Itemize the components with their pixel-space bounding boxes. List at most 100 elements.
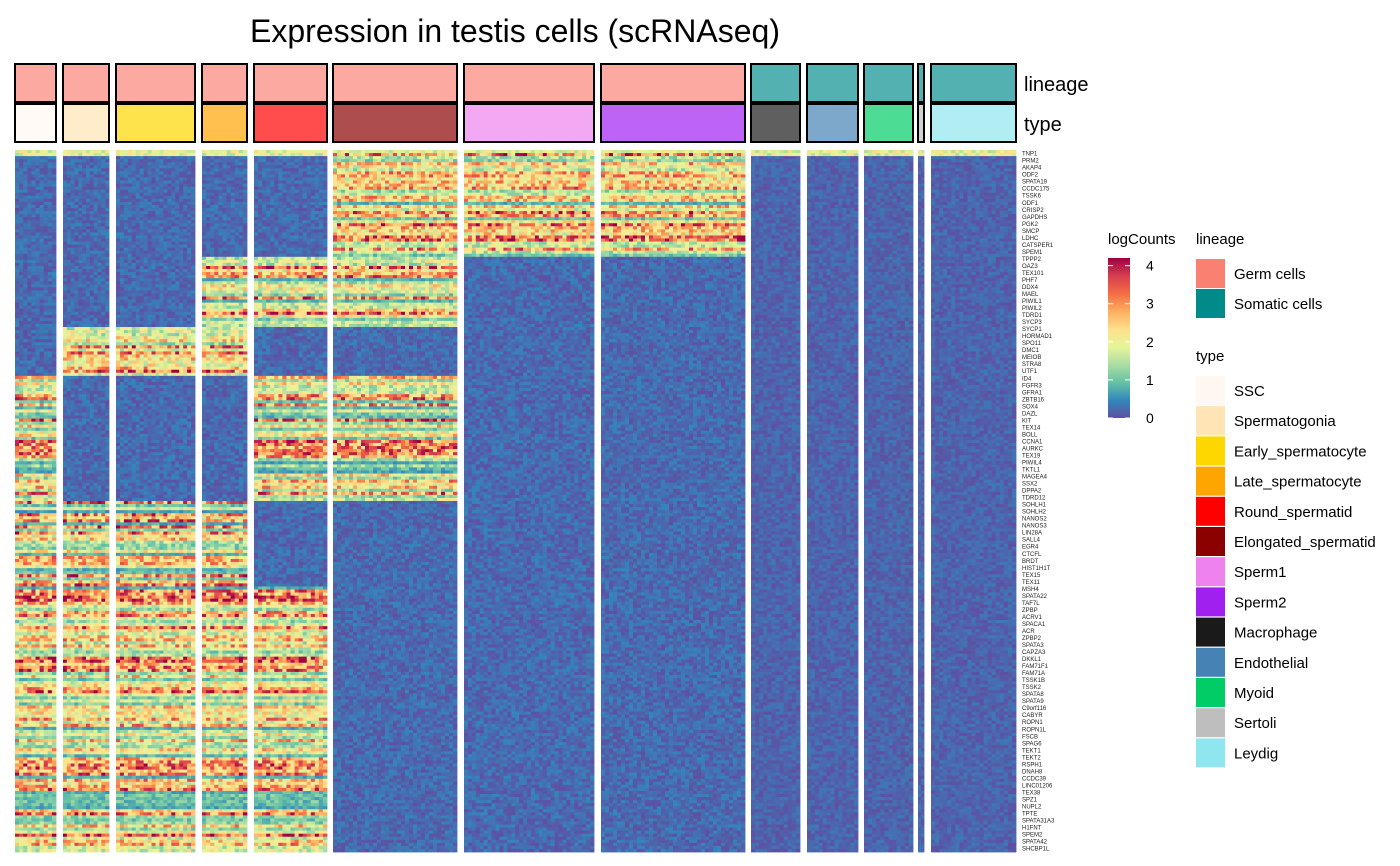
gene-label: EGR4 xyxy=(1022,545,1039,551)
gene-label: TEKT2 xyxy=(1022,755,1041,761)
gene-label: CTCFL xyxy=(1022,552,1042,558)
gene-label: SPATA3 xyxy=(1022,643,1044,649)
color-scale-tick: 0 xyxy=(1146,410,1154,426)
gene-label: BOLL xyxy=(1022,432,1038,438)
gene-label: TPPP2 xyxy=(1022,257,1042,263)
lineage-cell-myoid xyxy=(864,64,913,102)
type-legend-swatch xyxy=(1196,557,1225,586)
gene-label: LIN28A xyxy=(1022,531,1042,537)
heatmap-column-elongated_spermatid xyxy=(333,150,457,852)
gene-label: SMCP xyxy=(1022,229,1039,235)
chart-title: Expression in testis cells (scRNAseq) xyxy=(250,13,780,49)
lineage-legend: lineage Germ cells Somatic cells xyxy=(1196,231,1322,318)
gene-label: CRISP2 xyxy=(1022,208,1044,214)
gene-label: LDHC xyxy=(1022,236,1039,242)
gene-label: DAZL xyxy=(1022,411,1038,417)
gene-label: PGK2 xyxy=(1022,222,1039,228)
color-scale-bar xyxy=(1108,258,1130,418)
type-cell-spermatogonia xyxy=(63,104,109,142)
gene-label: NUPL2 xyxy=(1022,805,1042,811)
gene-label: FGFR3 xyxy=(1022,383,1042,389)
gene-label: UTF1 xyxy=(1022,369,1038,375)
type-annotation-label: type xyxy=(1024,114,1062,136)
gene-label: TEX11 xyxy=(1022,580,1041,586)
lineage-cell-endothelial xyxy=(807,64,858,102)
gene-label: SALL4 xyxy=(1022,538,1041,544)
lineage-legend-label: Somatic cells xyxy=(1234,296,1322,313)
gene-label: TDRD1 xyxy=(1022,313,1043,319)
heatmap-column-sperm2 xyxy=(601,150,745,852)
gene-label: TEX38 xyxy=(1022,790,1041,796)
gene-label: SPAG6 xyxy=(1022,741,1042,747)
gene-label: HORMAD1 xyxy=(1022,334,1053,340)
lineage-legend-title: lineage xyxy=(1196,231,1244,248)
heatmap-column-sperm1 xyxy=(464,150,594,852)
gene-label: SHCBP1L xyxy=(1022,847,1050,853)
gene-label: CCNA1 xyxy=(1022,439,1043,445)
gene-label: FAM71A xyxy=(1022,671,1045,677)
gene-label: ZPBP2 xyxy=(1022,636,1042,642)
gene-label: TPTE xyxy=(1022,812,1037,818)
type-cell-round_spermatid xyxy=(254,104,327,142)
type-legend-swatch xyxy=(1196,406,1225,435)
heatmap-column-leydig xyxy=(931,150,1016,852)
gene-label: KIT xyxy=(1022,418,1032,424)
gene-label: TEX101 xyxy=(1022,271,1044,277)
gene-label: TNP1 xyxy=(1022,152,1038,158)
gene-label: ODF1 xyxy=(1022,201,1039,207)
gene-label: TAF7L xyxy=(1022,601,1040,607)
type-legend-swatch xyxy=(1196,618,1225,647)
gene-label: ZPBP xyxy=(1022,608,1038,614)
gene-label: AKAP4 xyxy=(1022,166,1042,172)
gene-label: CCDC175 xyxy=(1022,187,1050,193)
gene-label: BRDT xyxy=(1022,559,1039,565)
type-legend-label: Leydig xyxy=(1234,745,1278,762)
heatmap-column-myoid xyxy=(864,150,913,852)
gene-label: SSX2 xyxy=(1022,482,1038,488)
gene-label: TKTL1 xyxy=(1022,468,1041,474)
gene-label: CABYR xyxy=(1022,713,1043,719)
type-annotation-bar xyxy=(15,104,1016,142)
heatmap-column-ssc xyxy=(15,150,56,852)
lineage-legend-label: Germ cells xyxy=(1234,266,1306,283)
type-legend-swatch xyxy=(1196,708,1225,737)
gene-label: SPACA1 xyxy=(1022,622,1046,628)
type-legend-label: Spermatogonia xyxy=(1234,413,1336,430)
type-legend-label: Early_spermatocyte xyxy=(1234,443,1367,460)
gene-label: HIST1H1T xyxy=(1022,566,1051,572)
gene-label: SYCP3 xyxy=(1022,320,1042,326)
gene-label: NANOS3 xyxy=(1022,524,1047,530)
gene-label: OAZ3 xyxy=(1022,264,1038,270)
lineage-cell-ssc xyxy=(15,64,56,102)
gene-label: ACR xyxy=(1022,629,1035,635)
gene-label: SPEM2 xyxy=(1022,833,1043,839)
heatmap-column-macrophage xyxy=(751,150,800,852)
heatmap-column-late_spermatocyte xyxy=(202,150,247,852)
gene-label: MEIOB xyxy=(1022,355,1041,361)
gene-label: MSH4 xyxy=(1022,587,1039,593)
type-legend-swatch xyxy=(1196,678,1225,707)
gene-label: TEKT1 xyxy=(1022,748,1041,754)
type-cell-sperm2 xyxy=(601,104,745,142)
gene-label: SPATA8 xyxy=(1022,692,1044,698)
type-cell-elongated_spermatid xyxy=(333,104,457,142)
type-legend-swatch xyxy=(1196,527,1225,556)
type-legend-swatch xyxy=(1196,738,1225,767)
lineage-cell-leydig xyxy=(931,64,1016,102)
gene-label: ROPN1L xyxy=(1022,727,1047,733)
type-cell-endothelial xyxy=(807,104,858,142)
gene-label: ACRV1 xyxy=(1022,615,1043,621)
type-cell-leydig xyxy=(931,104,1016,142)
type-legend-label: Elongated_spermatid xyxy=(1234,534,1376,551)
lineage-cell-early_spermatocyte xyxy=(116,64,195,102)
gene-label: DPPA2 xyxy=(1022,489,1042,495)
lineage-cell-spermatogonia xyxy=(63,64,109,102)
gene-label: TEX19 xyxy=(1022,454,1041,460)
gene-label: SOX4 xyxy=(1022,404,1039,410)
type-legend-label: SSC xyxy=(1234,383,1265,400)
color-scale-title: logCounts xyxy=(1108,231,1176,248)
gene-label: DKKL1 xyxy=(1022,657,1042,663)
gene-label: TDRD12 xyxy=(1022,496,1046,502)
